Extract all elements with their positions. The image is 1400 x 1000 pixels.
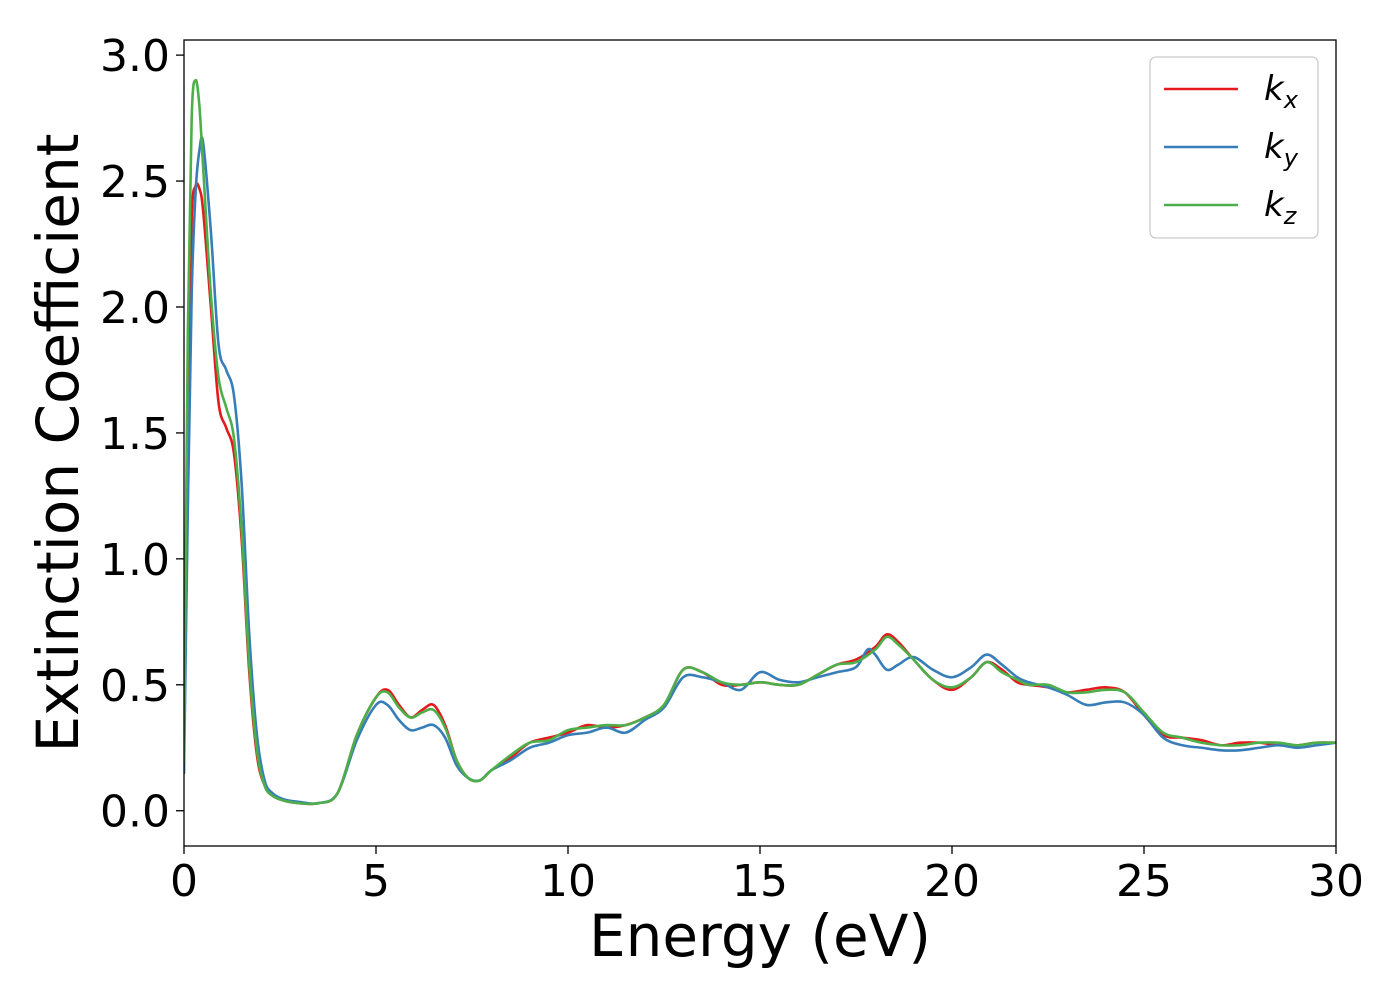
y-tick-label: 0.0	[100, 787, 170, 838]
legend-label-kx: kx	[1264, 69, 1299, 114]
x-tick-label: 20	[924, 856, 980, 907]
y-tick-label: 1.0	[100, 535, 170, 586]
series-line-ky	[184, 136, 1336, 805]
y-axis: 0.0 0.5 1.0 1.5 2.0 2.5 3.0	[100, 31, 184, 838]
x-tick-label: 25	[1116, 856, 1172, 907]
legend-label-ky: ky	[1264, 127, 1299, 172]
x-axis: 0 5 10 15 20 25 30	[170, 846, 1364, 907]
x-tick-label: 10	[540, 856, 596, 907]
y-tick-label: 2.5	[100, 157, 170, 208]
x-tick-label: 0	[170, 856, 198, 907]
series-layer	[184, 78, 1336, 806]
x-tick-label: 30	[1308, 856, 1364, 907]
x-axis-title: Energy (eV)	[589, 902, 931, 970]
y-tick-label: 2.0	[100, 283, 170, 334]
y-tick-label: 1.5	[100, 409, 170, 460]
x-tick-label: 15	[732, 856, 788, 907]
legend-label-kz: kz	[1264, 185, 1298, 230]
y-tick-label: 0.5	[100, 661, 170, 712]
series-line-kz	[184, 78, 1336, 806]
x-tick-label: 5	[362, 856, 390, 907]
legend: kx ky kz	[1149, 56, 1319, 239]
series-line-kx	[184, 182, 1336, 806]
y-axis-title: Extinction Coefficient	[24, 134, 92, 753]
y-tick-label: 3.0	[100, 31, 170, 82]
